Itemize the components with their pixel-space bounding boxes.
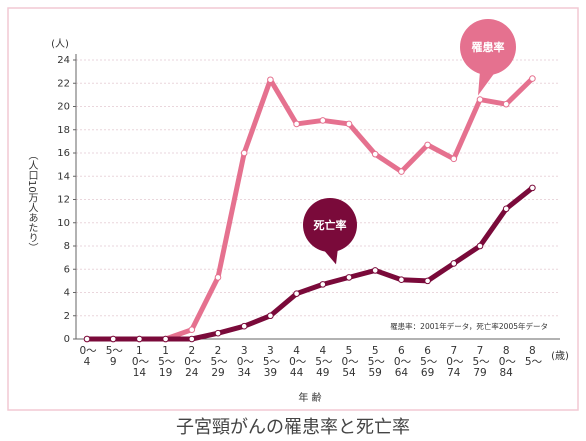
point [293, 290, 300, 297]
x-tick-label: 0〜4 [79, 345, 97, 368]
callout-pointer [478, 71, 496, 96]
point [529, 184, 536, 192]
point [214, 329, 222, 337]
point [83, 335, 91, 343]
x-tick-label: 45〜49 [315, 345, 333, 379]
x-tick-label: 80〜84 [498, 345, 516, 379]
x-tick-label: 65〜69 [420, 345, 438, 379]
x-tick-label: 60〜64 [393, 345, 412, 379]
point [371, 267, 379, 274]
callout-pointer [322, 248, 338, 265]
point [450, 260, 458, 267]
point [319, 117, 327, 124]
point [293, 120, 300, 128]
x-tick-label: 10〜14 [131, 345, 150, 379]
point [188, 326, 196, 334]
x-tick-label: 5〜9 [105, 345, 123, 368]
x-tick-label: 70〜74 [446, 345, 464, 379]
point [240, 149, 248, 157]
legend-label: 罹患率 [472, 40, 505, 54]
y-tick-label: 10 [57, 218, 70, 229]
y-tick-label: 12 [57, 195, 70, 206]
x-tick-label: 15〜19 [158, 345, 176, 379]
frame [7, 7, 579, 411]
x-tick-label: 30〜34 [236, 345, 254, 379]
y-tick-label: 2 [64, 311, 70, 322]
point [214, 274, 222, 281]
point [502, 100, 510, 108]
y-tick-label: 0 [64, 334, 70, 345]
y-tick-label: 22 [57, 78, 70, 89]
callout [303, 198, 357, 252]
y-tick-label: 20 [57, 102, 70, 113]
point [188, 335, 196, 343]
legend-label: 死亡率 [314, 218, 347, 232]
y-tick-label: 6 [64, 264, 70, 275]
x-tick-label: 25〜29 [210, 345, 228, 379]
x-tick-label: 35〜39 [262, 345, 281, 379]
y-tick-label: 18 [57, 125, 70, 136]
chart-title: 子宮頸がんの罹患率と死亡率 [176, 417, 410, 438]
note: 罹患率：2001年データ，死亡率2005年データ [390, 321, 548, 331]
point [476, 96, 484, 103]
y-tick-label: 8 [64, 241, 70, 252]
x-tick-label: 55〜59 [367, 345, 385, 379]
x-tick-label: 40〜44 [289, 345, 307, 379]
x-unit: (歳) [551, 350, 569, 362]
x-tick-label: 75〜79 [472, 345, 490, 379]
point [319, 281, 327, 288]
point [398, 276, 405, 284]
point [345, 274, 353, 281]
y-tick-label: 4 [64, 288, 70, 299]
y-tick-label: 14 [57, 171, 70, 182]
point [450, 155, 458, 163]
y-tick-label: 16 [57, 148, 70, 159]
y-tick-label: 24 [57, 55, 70, 66]
point [345, 120, 353, 128]
point [109, 335, 117, 343]
point [136, 335, 143, 343]
point [424, 277, 431, 285]
x-tick-label: 50〜54 [341, 345, 359, 379]
point [502, 205, 510, 213]
point [476, 242, 484, 250]
y-label: （人口10万人あたり） [26, 150, 37, 253]
point [398, 168, 405, 175]
y-unit: (人) [51, 38, 69, 50]
point [371, 150, 379, 158]
point [162, 335, 169, 343]
point [240, 322, 248, 330]
point [267, 76, 274, 84]
point [529, 75, 536, 82]
x-label: 年 齢 [298, 391, 321, 404]
point [267, 312, 274, 320]
x-tick-label: 20〜24 [184, 345, 202, 379]
point [424, 141, 431, 149]
callout [460, 19, 516, 75]
x-tick-label: 85〜 [524, 345, 543, 368]
series-line [87, 185, 534, 342]
